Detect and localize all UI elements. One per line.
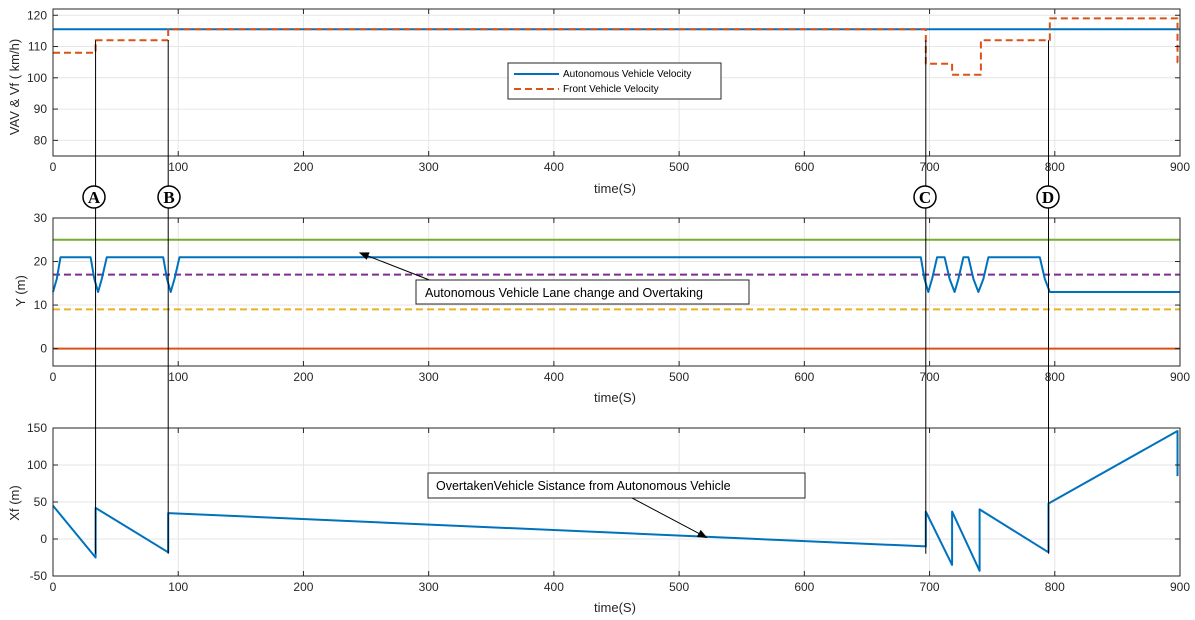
series-line-bottom-0 — [52, 430, 1179, 572]
data-layer — [52, 17, 1180, 572]
annotation-distance: OvertakenVehicle Sistance from Autonomou… — [427, 472, 806, 499]
tick-label-x-middle-0: 0 — [50, 370, 57, 384]
tick-label-x-bottom-300: 300 — [419, 580, 439, 594]
plot-frame-middle — [52, 217, 1181, 367]
tick-label-x-top-0: 0 — [50, 160, 57, 174]
tick-label-x-middle-800: 800 — [1045, 370, 1065, 384]
tick-label-x-middle-200: 200 — [293, 370, 313, 384]
marker-b: B — [157, 185, 181, 209]
tick-label-x-top-700: 700 — [920, 160, 940, 174]
marker-d-label: D — [1042, 188, 1054, 207]
tick-label-y-top-80: 80 — [34, 133, 48, 147]
marker-a-label: A — [88, 188, 101, 207]
tick-label-y-bottom-50: 50 — [34, 495, 48, 509]
tick-label-y-bottom-150: 150 — [27, 421, 47, 435]
connector-layer — [95, 40, 1050, 554]
tick-label-y-top-90: 90 — [34, 102, 48, 116]
marker-d: D — [1036, 185, 1060, 209]
tick-label-y-top-110: 110 — [28, 40, 47, 54]
tick-label-x-bottom-400: 400 — [544, 580, 564, 594]
tick-label-x-bottom-600: 600 — [794, 580, 814, 594]
series-line-top-1 — [53, 17, 1180, 76]
tick-label-x-middle-500: 500 — [669, 370, 689, 384]
tick-label-x-middle-700: 700 — [920, 370, 940, 384]
tick-label-y-middle-0: 0 — [40, 342, 47, 356]
annotation-lane-change-arrow — [358, 252, 433, 282]
axis-label-y-middle: Y (m) — [13, 275, 28, 307]
legend-label-front: Front Vehicle Velocity — [563, 84, 659, 95]
plot-frame-top — [52, 8, 1181, 157]
tick-label-x-middle-400: 400 — [544, 370, 564, 384]
tick-label-x-middle-600: 600 — [794, 370, 814, 384]
tick-label-y-top-120: 120 — [27, 8, 47, 22]
tick-label-y-bottom-100: 100 — [27, 458, 47, 472]
tick-label-y-bottom-0: 0 — [40, 532, 47, 546]
annotation-lane-change: Autonomous Vehicle Lane change and Overt… — [415, 279, 750, 305]
tick-label-x-bottom-900: 900 — [1170, 580, 1190, 594]
annotation-lane-change-box — [415, 279, 750, 305]
tick-label-y-bottom--50: -50 — [30, 569, 48, 583]
tick-label-y-top-100: 100 — [27, 71, 47, 85]
legend-label-autonomous: Autonomous Vehicle Velocity — [563, 69, 691, 80]
marker-a: A — [82, 185, 106, 209]
marker-d-circle — [1036, 185, 1060, 209]
tick-label-x-middle-300: 300 — [419, 370, 439, 384]
tick-label-x-bottom-700: 700 — [920, 580, 940, 594]
tick-label-y-middle-10: 10 — [34, 298, 48, 312]
marker-a-circle — [82, 185, 106, 209]
tick-label-x-top-200: 200 — [293, 160, 313, 174]
marker-c-label: C — [919, 188, 931, 207]
tick-label-x-middle-900: 900 — [1170, 370, 1190, 384]
marker-b-circle — [157, 185, 181, 209]
tick-label-x-top-600: 600 — [794, 160, 814, 174]
text-layer: 0 100 200 300 400 500 600 700 800 900809010011012… — [27, 8, 1190, 594]
tick-label-x-top-800: 800 — [1045, 160, 1065, 174]
axes-layer — [52, 8, 1181, 577]
tick-label-x-middle-100: 100 — [168, 370, 188, 384]
tick-label-x-bottom-0: 0 — [50, 580, 57, 594]
tick-label-x-bottom-500: 500 — [669, 580, 689, 594]
tick-label-y-middle-20: 20 — [34, 255, 48, 269]
legend: Autonomous Vehicle Velocity Front Vehicl… — [507, 62, 722, 100]
annotation-distance-text: OvertakenVehicle Sistance from Autonomou… — [436, 479, 731, 493]
tick-label-x-top-300: 300 — [419, 160, 439, 174]
legend-box — [507, 62, 722, 100]
annotation-lane-change-text: Autonomous Vehicle Lane change and Overt… — [425, 286, 703, 300]
marker-c-circle — [913, 185, 937, 209]
tick-label-x-bottom-200: 200 — [293, 580, 313, 594]
annotation-distance-arrow — [631, 497, 708, 538]
tick-label-x-top-400: 400 — [544, 160, 564, 174]
tick-label-x-bottom-800: 800 — [1045, 580, 1065, 594]
axis-label-x-middle: time(S) — [594, 390, 636, 405]
tick-label-x-top-100: 100 — [168, 160, 188, 174]
tick-label-x-top-500: 500 — [669, 160, 689, 174]
marker-b-label: B — [163, 188, 174, 207]
axis-label-y-top: VAV & Vf ( km/h) — [7, 39, 22, 135]
annotation-distance-box — [427, 472, 806, 499]
axis-label-x-top: time(S) — [594, 181, 636, 196]
marker-c: C — [913, 185, 937, 209]
tick-label-y-middle-30: 30 — [34, 211, 48, 225]
tick-label-x-bottom-100: 100 — [168, 580, 188, 594]
axis-label-y-bottom: Xf (m) — [7, 485, 22, 520]
axis-label-x-bottom: time(S) — [594, 600, 636, 615]
tick-label-x-top-900: 900 — [1170, 160, 1190, 174]
